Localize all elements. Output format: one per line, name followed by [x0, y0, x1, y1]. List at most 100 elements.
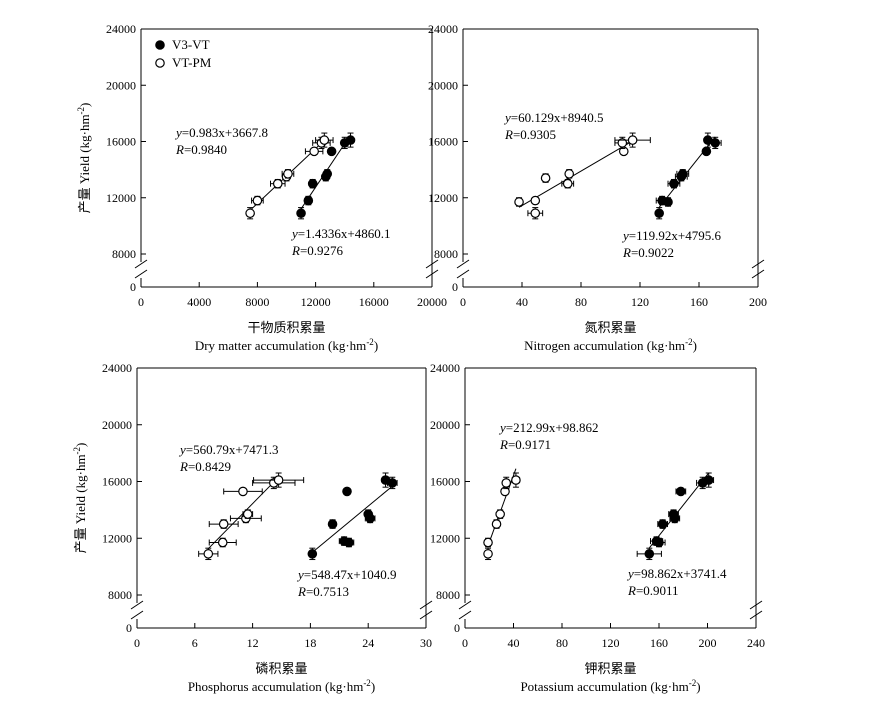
- data-point-vt-pm: [238, 486, 248, 497]
- y-axis-label: 产量 Yield (kg·hm-2): [76, 103, 92, 214]
- axis-break-mark: [749, 600, 763, 610]
- y-tick-label: 20000: [106, 78, 136, 92]
- data-point-vt-pm: [217, 537, 228, 548]
- x-tick-label: 40: [508, 636, 520, 650]
- regression-equation: y=548.47x+1040.9: [296, 567, 396, 582]
- axis-break-mark: [456, 259, 470, 269]
- x-axis-label-cn: 磷积累量: [255, 661, 307, 676]
- regression-equation: y=1.4336x+4860.1: [290, 226, 390, 241]
- panel-dry-matter: 24000 20000 16000 12000 8000 00 4000 8000 12000 1…: [76, 22, 447, 353]
- axis-break-mark: [458, 610, 472, 620]
- correlation-coefficient: R=0.9305: [504, 127, 556, 142]
- regression-line-vt-pm: [518, 140, 633, 208]
- panel-phosphorus: 24000 20000 16000 12000 8000 00 6 12 18 24 30 磷积累量 P…: [72, 361, 433, 694]
- x-tick-label: 6: [192, 636, 198, 650]
- axis-break-mark: [751, 259, 765, 269]
- data-point-v3-vt: [307, 178, 318, 189]
- y-tick-label: 20000: [430, 418, 460, 432]
- data-point-v3-vt: [345, 135, 356, 145]
- panel-potassium: 24000 20000 16000 12000 8000 00 40 80 120 160 200 2…: [430, 361, 765, 694]
- x-tick-label: 12000: [301, 295, 331, 309]
- y-tick-label: 12000: [428, 191, 458, 205]
- y-axis-label: 产量 Yield (kg·hm-2): [72, 443, 88, 554]
- x-tick-label: 160: [650, 636, 668, 650]
- x-tick-label: 160: [690, 295, 708, 309]
- axis-break-mark: [130, 610, 144, 620]
- correlation-coefficient: R=0.9022: [622, 245, 674, 260]
- y-tick-label: 12000: [106, 191, 136, 205]
- regression-line-vt-pm: [487, 468, 517, 546]
- axis-break-mark: [749, 610, 763, 620]
- data-point-v3-vt: [296, 208, 306, 219]
- x-axis-label-en: Dry matter accumulation (kg·hm-2): [195, 337, 378, 353]
- regression-line-v3-vt: [312, 485, 393, 553]
- regression-equation: y=212.99x+98.862: [498, 420, 598, 435]
- correlation-coefficient: R=0.9011: [627, 583, 679, 598]
- axis-break-mark: [134, 259, 148, 269]
- legend-marker-vt-pm: [155, 58, 165, 68]
- axis-break-mark: [456, 269, 470, 279]
- regression-equation: y=560.79x+7471.3: [178, 442, 278, 457]
- y-tick-label: 16000: [428, 135, 458, 149]
- legend: V3-VT VT-PM: [155, 37, 212, 70]
- y-tick-label: 16000: [102, 475, 132, 489]
- y-tick-label: 24000: [430, 361, 460, 375]
- correlation-coefficient: R=0.9171: [499, 437, 551, 452]
- panel-nitrogen: 24000 20000 16000 12000 8000 00 40 80 120 160 200 氮…: [428, 22, 767, 353]
- data-point-vt-pm: [627, 135, 638, 145]
- correlation-coefficient: R=0.9840: [175, 142, 227, 157]
- x-tick-label: 80: [575, 295, 587, 309]
- data-point-vt-pm: [511, 475, 521, 485]
- data-point-v3-vt: [701, 146, 712, 157]
- data-point-v3-vt: [654, 208, 664, 219]
- data-point-vt-pm: [564, 169, 574, 179]
- data-point-vt-pm: [319, 135, 330, 145]
- data-point-vt-pm: [309, 146, 319, 157]
- y-tick-label: 20000: [428, 78, 458, 92]
- data-point-vt-pm: [218, 519, 229, 529]
- data-point-v3-vt: [307, 549, 318, 559]
- data-point-v3-vt: [342, 486, 352, 497]
- x-tick-label: 200: [749, 295, 767, 309]
- data-point-v3-vt: [654, 537, 664, 548]
- x-tick-label: 18: [304, 636, 316, 650]
- y-tick-label: 12000: [430, 531, 460, 545]
- data-point-v3-vt: [663, 197, 673, 207]
- y-tick-label: 0: [452, 280, 458, 294]
- axis-break-mark: [130, 600, 144, 610]
- y-tick-label: 16000: [430, 475, 460, 489]
- data-point-vt-pm: [252, 195, 263, 206]
- data-point-vt-pm: [283, 169, 293, 179]
- data-point-vt-pm: [562, 178, 573, 189]
- x-tick-label: 120: [631, 295, 649, 309]
- data-point-vt-pm: [272, 178, 283, 189]
- data-point-vt-pm: [483, 549, 493, 559]
- y-tick-label: 24000: [106, 22, 136, 36]
- data-point-vt-pm: [491, 519, 502, 529]
- data-point-vt-pm: [617, 138, 628, 148]
- data-point-v3-vt: [669, 513, 680, 524]
- data-point-vt-pm: [540, 173, 551, 183]
- x-tick-label: 24: [362, 636, 374, 650]
- legend-label-v3-vt: V3-VT: [172, 37, 210, 52]
- x-tick-label: 240: [747, 636, 765, 650]
- x-tick-label: 0: [134, 636, 140, 650]
- data-point-v3-vt: [322, 169, 333, 179]
- data-point-v3-vt: [303, 195, 314, 206]
- x-tick-label: 40: [516, 295, 528, 309]
- axis-break-mark: [419, 600, 433, 610]
- data-point-v3-vt: [365, 513, 375, 524]
- x-tick-label: 16000: [359, 295, 389, 309]
- data-point-v3-vt: [657, 519, 668, 529]
- data-point-vt-pm: [530, 208, 541, 219]
- y-tick-label: 8000: [436, 588, 460, 602]
- data-point-vt-pm: [203, 549, 214, 559]
- x-axis-label-en: Potassium accumulation (kg·hm-2): [520, 678, 700, 694]
- legend-marker-v3-vt: [155, 40, 165, 50]
- data-point-v3-vt: [676, 486, 686, 497]
- data-point-v3-vt: [327, 519, 338, 529]
- data-point-v3-vt: [387, 478, 398, 488]
- axis-break-mark: [425, 269, 439, 279]
- data-point-v3-vt: [326, 146, 337, 157]
- regression-equation: y=98.862x+3741.4: [626, 566, 727, 581]
